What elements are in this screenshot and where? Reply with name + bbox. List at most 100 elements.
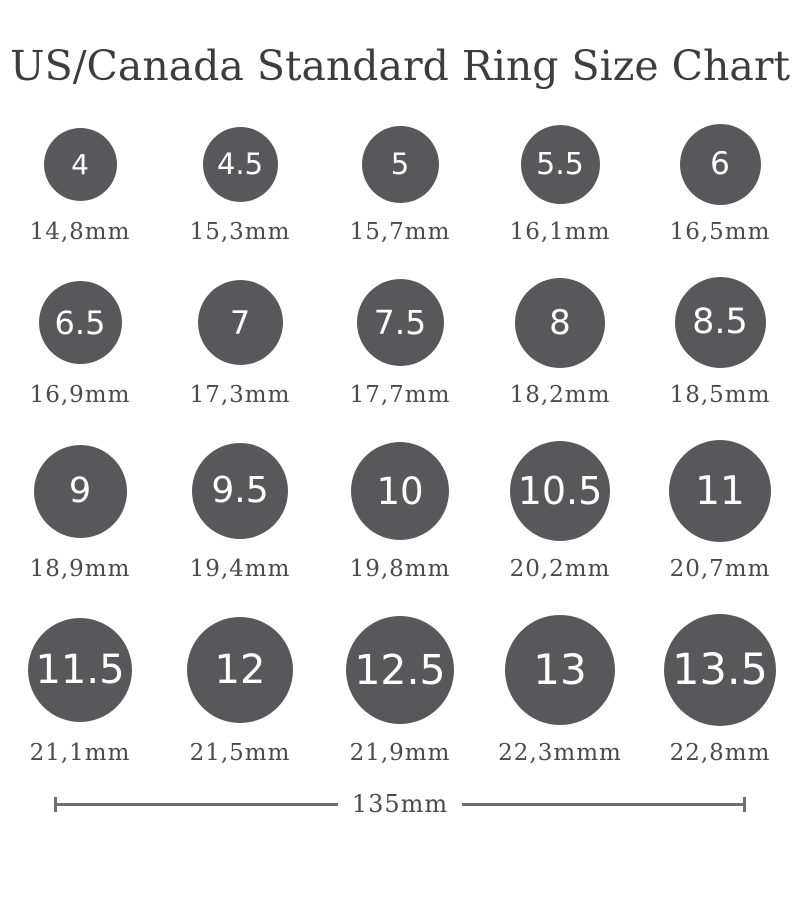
ring-circle: 6 [679, 124, 761, 205]
ring-diameter-label: 22,8mm [669, 740, 771, 766]
circle-box: 7.5 [356, 269, 444, 376]
ring-circle: 13.5 [664, 614, 776, 726]
ring-diameter-label: 15,3mm [189, 219, 291, 245]
ring-size-cell: 11 20,7mm [640, 432, 800, 582]
ring-size-cell: 13 22,3mmm [480, 606, 640, 766]
page-title: US/Canada Standard Ring Size Chart [10, 42, 790, 90]
ring-size-cell: 4 14,8mm [0, 116, 160, 245]
ring-size-cell: 12.5 21,9mm [320, 606, 480, 766]
ring-circle: 8 [515, 277, 605, 368]
ring-size-number: 6 [710, 146, 730, 182]
ring-size-number: 13 [533, 645, 587, 694]
circle-box: 9.5 [192, 432, 288, 550]
ring-circle: 13 [505, 615, 615, 725]
circle-box: 4 [43, 116, 117, 213]
ring-size-cell: 7.5 17,7mm [320, 269, 480, 408]
ring-diameter-label: 17,3mm [189, 382, 291, 408]
ring-diameter-label: 16,9mm [29, 382, 131, 408]
ring-diameter-label: 17,7mm [349, 382, 451, 408]
circle-box: 11 [669, 432, 771, 550]
ring-diameter-label: 18,9mm [29, 556, 131, 582]
ring-diameter-label: 21,9mm [349, 740, 451, 766]
circle-box: 13.5 [664, 606, 776, 734]
ring-circle: 4.5 [202, 127, 278, 202]
ring-diameter-label: 18,5mm [669, 382, 771, 408]
ring-size-number: 5 [390, 147, 410, 181]
ring-row: 9 18,9mm 9.5 19,4mm 10 19,8mm 10.5 20,2mm 11 20,7… [0, 432, 800, 582]
ring-size-number: 13.5 [672, 644, 768, 695]
ring-diameter-label: 20,7mm [669, 556, 771, 582]
ring-size-number: 11.5 [35, 647, 125, 693]
ring-size-cell: 8 18,2mm [480, 269, 640, 408]
circle-box: 9 [33, 432, 127, 550]
ring-circle: 10 [351, 442, 449, 540]
ring-size-number: 12.5 [354, 645, 446, 694]
ring-size-number: 9 [68, 470, 92, 511]
ring-circle: 4 [43, 128, 117, 201]
ring-size-number: 5.5 [536, 146, 584, 182]
ring-circle: 6.5 [38, 281, 122, 364]
ruler-left-line [57, 802, 338, 806]
ring-size-number: 7.5 [373, 303, 427, 342]
ring-circle: 9 [33, 444, 127, 538]
ring-circle: 5.5 [520, 125, 600, 204]
ring-size-number: 6.5 [54, 303, 106, 342]
ring-circle: 7 [197, 280, 283, 365]
ring-diameter-label: 18,2mm [509, 382, 611, 408]
ring-size-cell: 12 21,5mm [160, 606, 320, 766]
ring-size-cell: 7 17,3mm [160, 269, 320, 408]
ring-row: 11.5 21,1mm 12 21,5mm 12.5 21,9mm 13 22,3mmm 13.… [0, 606, 800, 766]
circle-box: 5 [361, 116, 439, 213]
ring-size-cell: 10.5 20,2mm [480, 432, 640, 582]
ring-diameter-label: 14,8mm [29, 219, 131, 245]
ruler-left-cap [54, 796, 57, 812]
ring-size-number: 11 [695, 468, 745, 514]
circle-box: 12 [187, 606, 293, 734]
ring-circle: 9.5 [192, 443, 288, 539]
circle-box: 6.5 [38, 269, 122, 376]
ring-circle: 5 [361, 126, 439, 203]
ring-row: 4 14,8mm 4.5 15,3mm 5 15,7mm 5.5 16,1mm 6 16,5mm [0, 116, 800, 245]
ring-circle: 12 [187, 617, 293, 723]
ring-size-cell: 6 16,5mm [640, 116, 800, 245]
ring-size-number: 8.5 [692, 302, 748, 342]
ring-size-number: 12 [214, 647, 266, 693]
ring-size-number: 4 [71, 147, 89, 181]
ring-diameter-label: 19,8mm [349, 556, 451, 582]
ring-size-number: 8 [549, 302, 571, 343]
ring-diameter-label: 16,5mm [669, 219, 771, 245]
ruler-right-cap [743, 796, 747, 812]
ring-size-cell: 10 19,8mm [320, 432, 480, 582]
circle-box: 11.5 [28, 606, 132, 734]
ring-size-cell: 9.5 19,4mm [160, 432, 320, 582]
ring-circle: 7.5 [356, 279, 444, 366]
ring-size-number: 10 [376, 469, 424, 513]
ring-diameter-label: 22,3mmm [498, 740, 622, 766]
ring-size-number: 7 [229, 303, 251, 342]
ring-circle: 12.5 [346, 616, 454, 724]
ring-size-number: 10.5 [517, 469, 603, 513]
ring-size-grid: 4 14,8mm 4.5 15,3mm 5 15,7mm 5.5 16,1mm 6 16,5mm 6… [0, 116, 800, 766]
ring-circle: 11.5 [28, 618, 132, 722]
ring-row: 6.5 16,9mm 7 17,3mm 7.5 17,7mm 8 18,2mm 8.5 18,5m… [0, 269, 800, 408]
ring-circle: 11 [669, 440, 771, 542]
ring-size-cell: 8.5 18,5mm [640, 269, 800, 408]
ring-size-number: 4.5 [216, 147, 264, 181]
circle-box: 10.5 [510, 432, 610, 550]
ring-size-number: 9.5 [211, 470, 269, 511]
circle-box: 10 [351, 432, 449, 550]
circle-box: 8.5 [674, 269, 766, 376]
circle-box: 4.5 [202, 116, 278, 213]
ring-diameter-label: 20,2mm [509, 556, 611, 582]
ring-size-cell: 5 15,7mm [320, 116, 480, 245]
ring-size-cell: 5.5 16,1mm [480, 116, 640, 245]
scale-ruler: 135mm [54, 790, 747, 818]
ring-diameter-label: 21,5mm [189, 740, 291, 766]
ruler-right-line [462, 802, 744, 806]
ring-diameter-label: 15,7mm [349, 219, 451, 245]
circle-box: 6 [679, 116, 761, 213]
circle-box: 8 [515, 269, 605, 376]
circle-box: 13 [505, 606, 615, 734]
ring-circle: 10.5 [510, 441, 610, 541]
ring-diameter-label: 16,1mm [509, 219, 611, 245]
